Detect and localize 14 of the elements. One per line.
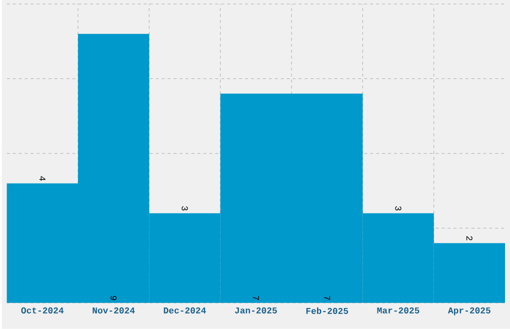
data-label: 3	[182, 206, 188, 211]
x-tick-label: Mar-2025	[377, 308, 420, 314]
x-tick-label: Jan-2025	[234, 308, 277, 314]
data-label: 9	[110, 296, 117, 300]
x-tick-label: Apr-2025	[448, 308, 490, 316]
data-label: 3	[395, 206, 402, 211]
data-label: 7	[324, 296, 330, 300]
data-label: 4	[39, 176, 46, 181]
x-tick-label: Oct-2024	[21, 308, 64, 314]
x-tick-label: Feb-2025	[306, 308, 348, 314]
x-tick-label: Dec-2024	[164, 308, 206, 314]
data-label: 2	[466, 236, 472, 240]
data-label: 7	[252, 296, 259, 300]
x-tick-label: Nov-2024	[92, 308, 135, 314]
